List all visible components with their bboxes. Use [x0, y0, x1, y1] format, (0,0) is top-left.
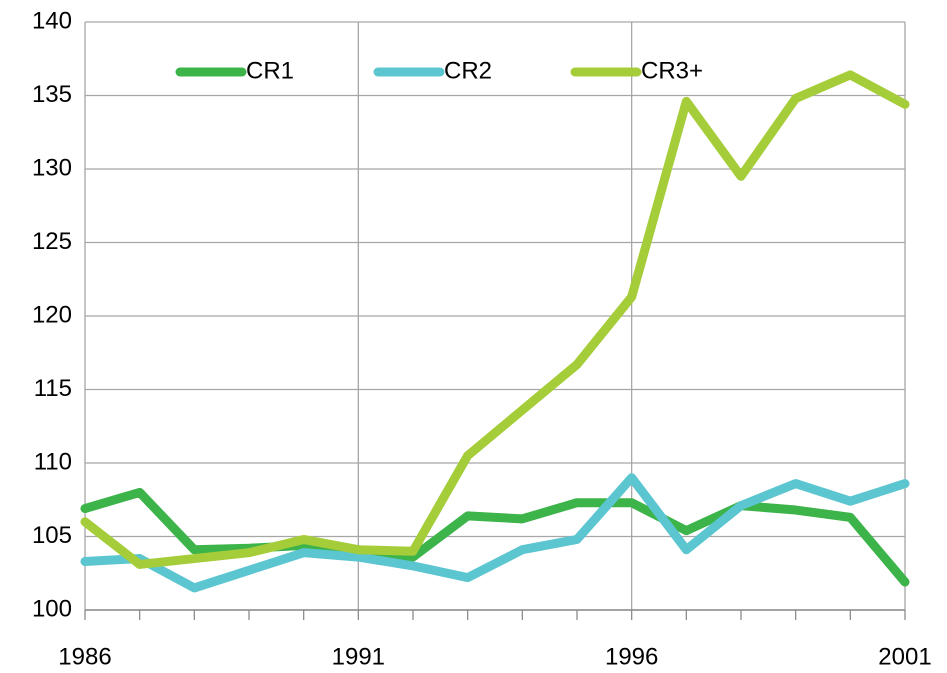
x-tick-label: 1986 [58, 643, 111, 670]
y-tick-label: 100 [32, 595, 72, 622]
y-tick-label: 130 [32, 154, 72, 181]
data-line [80, 473, 910, 593]
y-tick-label: 115 [34, 375, 72, 402]
legend-label: CR2 [444, 57, 492, 84]
y-tick-label: 140 [32, 7, 72, 34]
data-line [80, 70, 910, 569]
x-tick-label: 1991 [332, 643, 385, 670]
x-tick-label: 1996 [605, 643, 658, 670]
x-tick-label: 2001 [878, 643, 931, 670]
legend-label: CR1 [246, 57, 294, 84]
y-tick-label: 110 [34, 448, 72, 475]
data-line [80, 487, 910, 587]
y-tick-label: 125 [32, 228, 72, 255]
legend-label: CR3+ [641, 57, 703, 84]
y-tick-label: 105 [32, 522, 72, 549]
y-tick-label: 120 [32, 301, 72, 328]
y-tick-label: 135 [32, 81, 72, 108]
